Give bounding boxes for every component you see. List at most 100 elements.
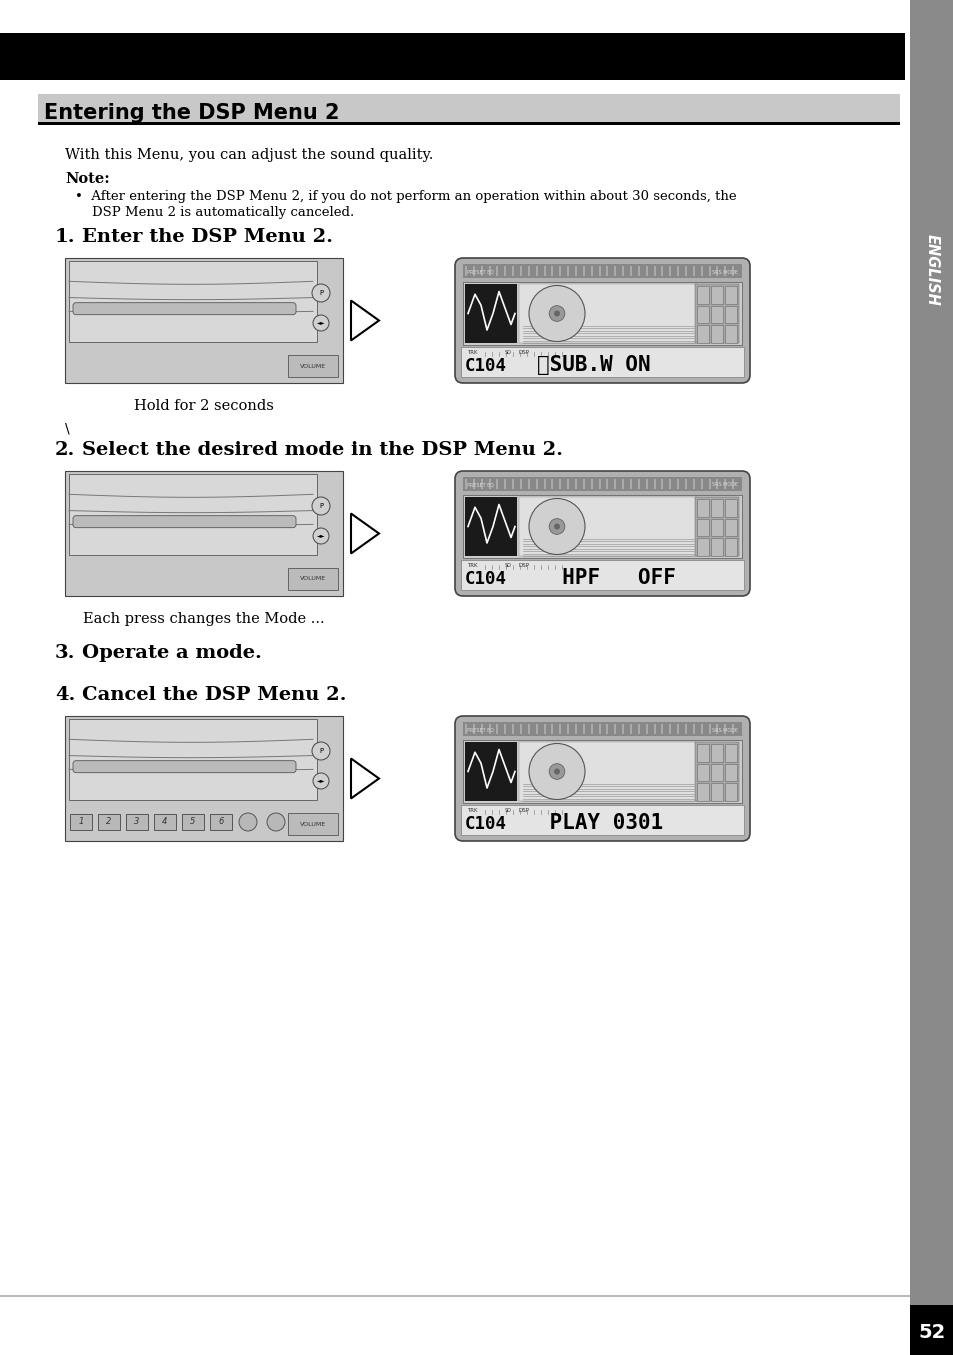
Text: SD: SD: [504, 350, 512, 355]
Bar: [504, 724, 506, 734]
Bar: [558, 480, 560, 489]
Bar: [519, 480, 521, 489]
Bar: [700, 480, 702, 489]
Bar: [638, 480, 639, 489]
Circle shape: [313, 314, 329, 331]
Bar: [527, 724, 529, 734]
Bar: [710, 519, 722, 537]
Bar: [462, 282, 741, 346]
Text: PRESET EQ: PRESET EQ: [467, 728, 494, 733]
Bar: [695, 285, 739, 343]
Bar: [488, 480, 490, 489]
Bar: [480, 724, 482, 734]
Bar: [723, 480, 725, 489]
Text: DSP: DSP: [518, 562, 530, 568]
Bar: [518, 743, 697, 801]
Text: Each press changes the Mode ...: Each press changes the Mode ...: [83, 612, 324, 626]
Bar: [692, 724, 694, 734]
Bar: [669, 724, 671, 734]
Bar: [464, 743, 517, 801]
Bar: [519, 724, 521, 734]
Circle shape: [312, 497, 330, 515]
Bar: [629, 266, 631, 276]
Text: Operate a mode.: Operate a mode.: [82, 644, 262, 663]
Circle shape: [313, 528, 329, 543]
Text: SRS MODE: SRS MODE: [711, 270, 738, 275]
Text: DSP: DSP: [518, 808, 530, 813]
Bar: [543, 266, 545, 276]
Bar: [629, 480, 631, 489]
Bar: [504, 266, 506, 276]
Text: TRK: TRK: [467, 562, 477, 568]
Text: 2.: 2.: [55, 440, 75, 459]
Text: PRESET EQ: PRESET EQ: [467, 482, 494, 488]
Bar: [716, 480, 718, 489]
Bar: [677, 480, 679, 489]
Bar: [697, 744, 708, 762]
Bar: [731, 724, 734, 734]
Bar: [724, 286, 737, 304]
Text: Cancel the DSP Menu 2.: Cancel the DSP Menu 2.: [82, 686, 346, 705]
Bar: [575, 724, 577, 734]
Bar: [697, 306, 708, 324]
Text: •  After entering the DSP Menu 2, if you do not perform an operation within abou: • After entering the DSP Menu 2, if you …: [75, 190, 736, 203]
Text: DSP: DSP: [518, 350, 530, 355]
Bar: [724, 744, 737, 762]
Polygon shape: [351, 514, 378, 553]
Bar: [606, 266, 608, 276]
Bar: [558, 724, 560, 734]
Bar: [480, 480, 482, 489]
Bar: [716, 724, 718, 734]
Bar: [527, 266, 529, 276]
Text: 3: 3: [134, 817, 139, 827]
Text: 2: 2: [106, 817, 112, 827]
Text: HPF   OFF: HPF OFF: [537, 568, 675, 588]
Bar: [697, 538, 708, 556]
Bar: [614, 724, 616, 734]
Bar: [488, 266, 490, 276]
Bar: [598, 724, 600, 734]
Bar: [210, 814, 232, 831]
Text: PLAY 0301: PLAY 0301: [537, 813, 662, 833]
Bar: [462, 495, 741, 558]
Bar: [582, 724, 584, 734]
Bar: [496, 266, 497, 276]
Bar: [518, 497, 697, 556]
Text: 4: 4: [162, 817, 168, 827]
Bar: [692, 480, 694, 489]
Bar: [566, 724, 569, 734]
Bar: [519, 266, 521, 276]
Bar: [697, 783, 708, 801]
Text: TRK: TRK: [467, 808, 477, 813]
Bar: [551, 724, 553, 734]
Bar: [512, 480, 514, 489]
Bar: [697, 286, 708, 304]
Bar: [638, 724, 639, 734]
Text: 4.: 4.: [55, 686, 75, 705]
Bar: [464, 724, 467, 734]
Bar: [716, 266, 718, 276]
Bar: [724, 519, 737, 537]
Text: C104: C104: [464, 356, 506, 375]
Bar: [288, 568, 337, 589]
Bar: [126, 814, 148, 831]
Bar: [723, 266, 725, 276]
Bar: [723, 724, 725, 734]
Text: 3.: 3.: [55, 644, 75, 663]
Circle shape: [312, 285, 330, 302]
Text: Select the desired mode in the DSP Menu 2.: Select the desired mode in the DSP Menu …: [82, 440, 562, 459]
Bar: [65, 715, 343, 841]
Bar: [462, 740, 741, 804]
Bar: [697, 764, 708, 782]
Text: \: \: [65, 421, 70, 435]
Bar: [488, 724, 490, 734]
Bar: [69, 262, 316, 343]
Bar: [724, 538, 737, 556]
Bar: [543, 480, 545, 489]
Bar: [629, 724, 631, 734]
Bar: [653, 724, 655, 734]
Bar: [724, 306, 737, 324]
Bar: [724, 764, 737, 782]
Bar: [669, 266, 671, 276]
Text: 1: 1: [78, 817, 84, 827]
